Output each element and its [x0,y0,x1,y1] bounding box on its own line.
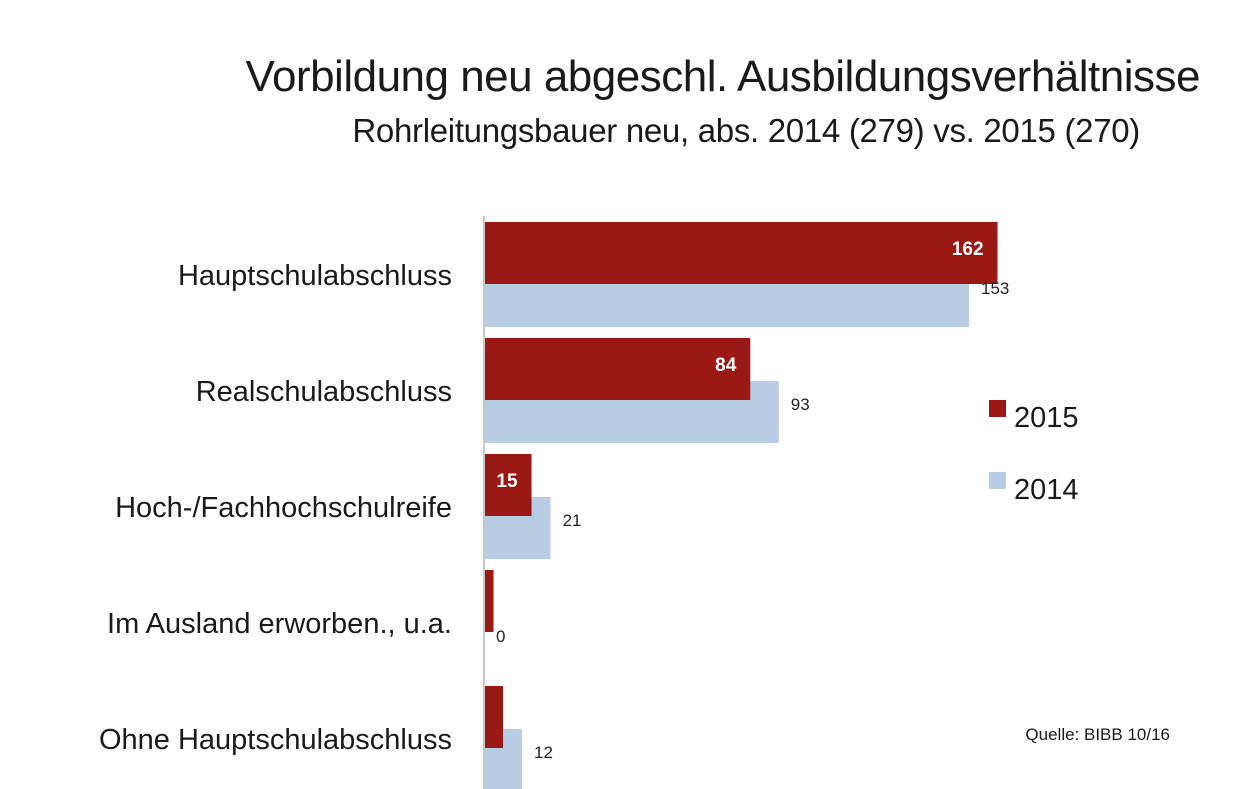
bar-2015-4 [484,686,504,748]
category-label-4: Ohne Hauptschulabschluss [99,724,452,756]
value-label-2014-4: 12 [534,743,553,762]
value-label-2014-1: 93 [791,395,810,414]
bar-2015-2 [484,454,532,516]
category-label-3: Im Ausland erworben., u.a. [107,608,452,640]
bar-2015-0 [484,222,998,284]
legend: 2015 2014 [989,400,1079,506]
chart-title: Vorbildung neu abgeschl. Ausbildungsverh… [245,52,1201,101]
legend-label-2014: 2014 [1014,474,1079,506]
legend-swatch-2015 [989,400,1006,417]
category-label-2: Hoch-/Fachhochschulreife [115,492,452,524]
category-label-0: Hauptschulabschluss [178,260,452,292]
value-label-2014-0: 153 [981,279,1009,298]
value-label-2014-2: 21 [563,511,582,530]
category-label-1: Realschulabschluss [196,376,452,408]
bar-2015-3 [484,570,494,632]
value-label-2015-2: 15 [496,471,518,492]
value-label-2015-0: 162 [952,239,984,260]
value-label-2014-3: 0 [496,627,505,646]
legend-swatch-2014 [989,472,1006,489]
legend-label-2015: 2015 [1014,402,1079,434]
source-note: Quelle: BIBB 10/16 [1025,725,1170,744]
chart-subtitle: Rohrleitungsbauer neu, abs. 2014 (279) v… [352,112,1140,149]
value-label-2015-1: 84 [715,355,737,376]
bar-2015-1 [484,338,751,400]
